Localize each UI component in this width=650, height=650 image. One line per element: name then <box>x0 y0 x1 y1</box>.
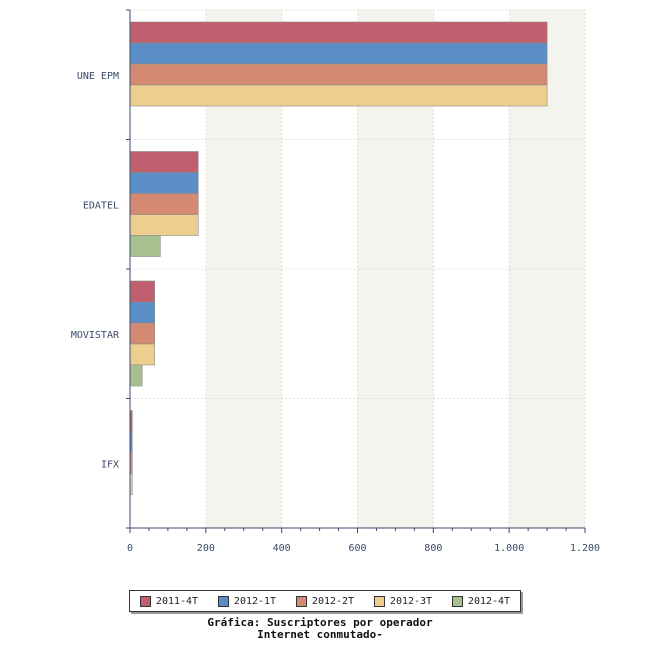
x-tick-label: 1.200 <box>570 543 600 554</box>
bar-2012-4T <box>129 235 161 257</box>
bar-2011-4T <box>129 280 155 303</box>
labels: UNE EPM EDATEL MOVISTAR IFX 0 200 400 600 800 1.0… <box>71 71 600 554</box>
legend-swatch <box>295 595 307 607</box>
x-tick-label: 0 <box>127 543 133 554</box>
x-tick-label: 400 <box>273 543 291 554</box>
legend-label: 2012-2T <box>311 595 355 607</box>
x-tick-label: 600 <box>348 543 366 554</box>
bar-2012-1T <box>129 42 548 65</box>
legend-label: 2012-4T <box>467 595 511 607</box>
legend-swatch <box>217 595 229 607</box>
legend-item: 2012-4T <box>451 595 511 607</box>
bar-2012-3T <box>129 343 155 366</box>
legend-label: 2012-3T <box>389 595 433 607</box>
legend-item: 2012-2T <box>295 595 355 607</box>
bar-2012-3T <box>129 84 548 107</box>
axes <box>126 9 586 533</box>
bar-2011-4T <box>129 151 199 173</box>
bar-2012-1T <box>129 172 199 194</box>
caption-line-1: Gráfica: Suscriptores por operador <box>207 616 433 629</box>
category-label: IFX <box>101 459 119 470</box>
legend-swatch <box>139 595 151 607</box>
legend-item: 2012-1T <box>217 595 277 607</box>
x-tick-label: 1.000 <box>494 543 524 554</box>
bar-2012-2T <box>129 193 199 215</box>
legend-label: 2012-1T <box>233 595 277 607</box>
category-label: MOVISTAR <box>71 330 120 341</box>
legend: 2011-4T 2012-1T 2012-2T 2012-3T 2012-4T <box>129 590 521 612</box>
x-tick-label: 200 <box>197 543 215 554</box>
bar-2012-1T <box>129 301 155 324</box>
x-tick-label: 800 <box>424 543 442 554</box>
legend-item: 2011-4T <box>139 595 199 607</box>
bar-2012-2T <box>129 63 548 86</box>
legend-label: 2011-4T <box>155 595 199 607</box>
legend-swatch <box>451 595 463 607</box>
legend-swatch <box>373 595 385 607</box>
caption-line-2: Internet conmutado- <box>257 628 383 641</box>
bar-2012-3T <box>129 214 199 236</box>
bar-2011-4T <box>129 21 548 44</box>
bar-2012-2T <box>129 322 155 345</box>
chart-caption: Gráfica: Suscriptores por operador Inter… <box>150 617 490 641</box>
category-label: EDATEL <box>83 200 119 211</box>
bar-2012-4T <box>129 364 143 387</box>
category-label: UNE EPM <box>77 71 119 82</box>
legend-item: 2012-3T <box>373 595 433 607</box>
bars <box>129 21 548 495</box>
